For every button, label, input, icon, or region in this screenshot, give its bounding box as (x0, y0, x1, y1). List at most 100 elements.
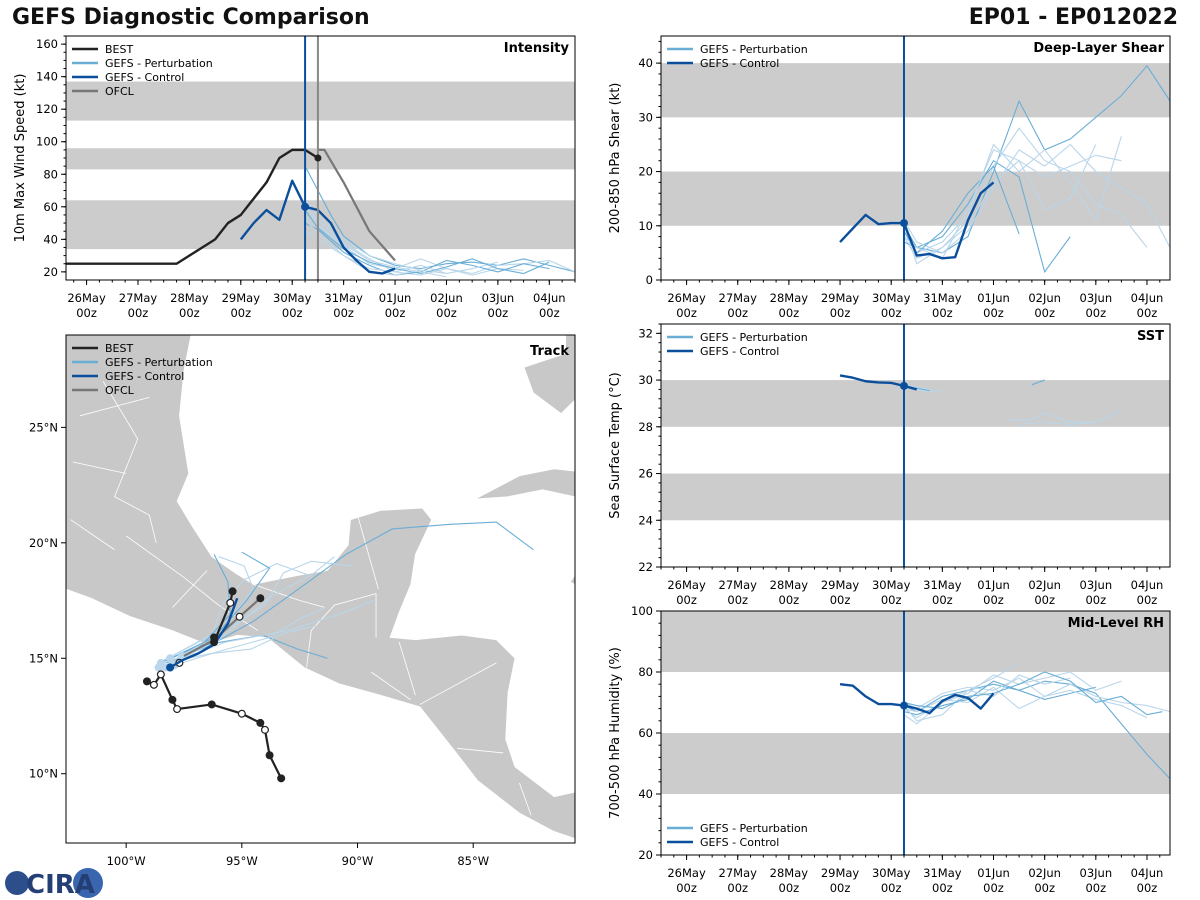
rh-ytick-label: 40 (638, 787, 653, 801)
sst-xtick-label: 30May (872, 578, 911, 592)
perturbation-track (160, 551, 271, 664)
sst-ytick-label: 26 (638, 467, 653, 481)
best-track-marker (277, 774, 286, 783)
track-xtick-label: 90°W (342, 854, 374, 868)
rh-xtick-label: 00z (932, 881, 953, 895)
best-track-marker (168, 695, 177, 704)
sst-xtick-label: 00z (727, 593, 748, 607)
land-mass-1 (66, 335, 575, 839)
intensity-xtick-label: 03Jun (482, 291, 515, 305)
intensity-xtick-label: 00z (385, 306, 406, 320)
perturbation-track (167, 556, 335, 666)
shear-legend-label: GEFS - Perturbation (700, 43, 808, 56)
track-ytick-label: 20°N (29, 536, 58, 550)
intensity-ytick-label: 120 (36, 102, 58, 116)
shear-frame (660, 35, 1171, 281)
rh-xtick-label: 00z (830, 881, 851, 895)
intensity-ytick-label: 20 (43, 265, 58, 279)
intensity-xtick-label: 00z (179, 306, 200, 320)
sst-perturbation-line (1019, 421, 1096, 426)
sst-ytick-label: 28 (638, 420, 653, 434)
intensity-ytick-label: 140 (36, 70, 58, 84)
intensity-xtick-label: 00z (230, 306, 251, 320)
shear-xtick-label: 26May (667, 291, 706, 305)
intensity-legend-label: BEST (105, 43, 133, 56)
track-ytick-label: 15°N (29, 651, 58, 665)
border-line (398, 641, 416, 696)
border-line (253, 584, 326, 608)
track-ytick-label: 25°N (29, 420, 58, 434)
shear-xtick-label: 00z (779, 306, 800, 320)
shear-perturbation-line (903, 159, 1071, 274)
rh-ytick-label: 20 (638, 848, 653, 862)
intensity-ytick-label: 100 (36, 135, 58, 149)
shear-xtick-label: 00z (881, 306, 902, 320)
rh-xtick-label: 26May (667, 866, 706, 880)
rh-xtick-label: 03Jun (1080, 866, 1113, 880)
sst-xtick-label: 00z (1034, 593, 1055, 607)
rh-ytick-label: 60 (638, 726, 653, 740)
sst-band-0 (661, 473, 1170, 521)
rh-perturbation-line (903, 686, 1148, 719)
rh-perturbation-line (903, 671, 1163, 716)
sst-xtick-label: 26May (667, 578, 706, 592)
ofcl-marker (235, 612, 244, 621)
border-line (371, 671, 411, 701)
shear-xtick-label: 00z (676, 306, 697, 320)
sst-ytick-label: 22 (638, 560, 653, 574)
sst-panel: 22242628303226May00z27May00z28May00z29Ma… (608, 323, 1171, 607)
shear-panel: 01020304026May00z27May00z28May00z29May00… (608, 35, 1171, 320)
shear-xtick-label: 27May (719, 291, 758, 305)
sst-perturbation-line (903, 384, 930, 390)
sst-legend-label: GEFS - Perturbation (700, 331, 808, 344)
sst-xtick-label: 27May (719, 578, 758, 592)
shear-ytick-label: 0 (646, 273, 653, 287)
best-track-marker (228, 587, 237, 596)
sst-xtick-label: 00z (1085, 593, 1106, 607)
shear-ytick-label: 40 (638, 56, 653, 70)
rh-ytick-label: 100 (631, 604, 653, 618)
sst-xtick-label: 00z (779, 593, 800, 607)
sst-ylabel: Sea Surface Temp (°C) (608, 372, 623, 519)
shear-xtick-label: 31May (923, 291, 962, 305)
best-track-marker (142, 677, 151, 686)
track-map-panel: 100°W 95°W 90°W 85°W 10°N 15°N 20°N 25°N Track BE… (29, 334, 576, 868)
best-track-marker (173, 705, 182, 714)
border-line (172, 570, 208, 608)
best-track-marker (226, 598, 235, 607)
track-xtick-label: 95°W (226, 854, 258, 868)
rh-perturbation-line (903, 677, 1170, 713)
sst-xtick-label: 01Jun (977, 578, 1010, 592)
shear-xtick-label: 28May (770, 291, 809, 305)
land-mass-2 (475, 468, 575, 500)
best-track-marker (207, 700, 216, 709)
shear-ylabel: 200-850 hPa Shear (kt) (608, 83, 623, 234)
best-track-marker (237, 709, 246, 718)
ofcl-marker (256, 594, 265, 603)
track-map-area (66, 335, 575, 843)
best-track-marker (265, 751, 274, 760)
rh-title: Mid-Level RH (1068, 616, 1164, 631)
rh-xtick-label: 30May (872, 866, 911, 880)
rh-ylabel: 700-500 hPa Humidity (%) (608, 647, 623, 819)
cira-logo: CIRA (5, 868, 103, 900)
track-legend-label: BEST (105, 342, 133, 355)
rh-series-gefs-control (839, 683, 995, 715)
shear-perturbation-line (903, 64, 1170, 254)
control-track (169, 597, 239, 669)
sst-xtick-label: 00z (676, 593, 697, 607)
border-line (102, 380, 157, 543)
shear-xtick-label: 00z (1085, 306, 1106, 320)
rh-xtick-label: 00z (727, 881, 748, 895)
rh-xtick-label: 00z (1034, 881, 1055, 895)
sst-ytick-label: 24 (638, 513, 653, 527)
best-track-marker (210, 633, 219, 642)
sst-xtick-label: 29May (821, 578, 860, 592)
rh-xtick-label: 00z (983, 881, 1004, 895)
shear-xtick-label: 00z (932, 306, 953, 320)
intensity-band-0 (66, 200, 575, 250)
shear-control-marker (899, 219, 908, 228)
intensity-xtick-label: 28May (170, 291, 209, 305)
intensity-band-2 (66, 81, 575, 121)
intensity-xtick-label: 00z (76, 306, 97, 320)
